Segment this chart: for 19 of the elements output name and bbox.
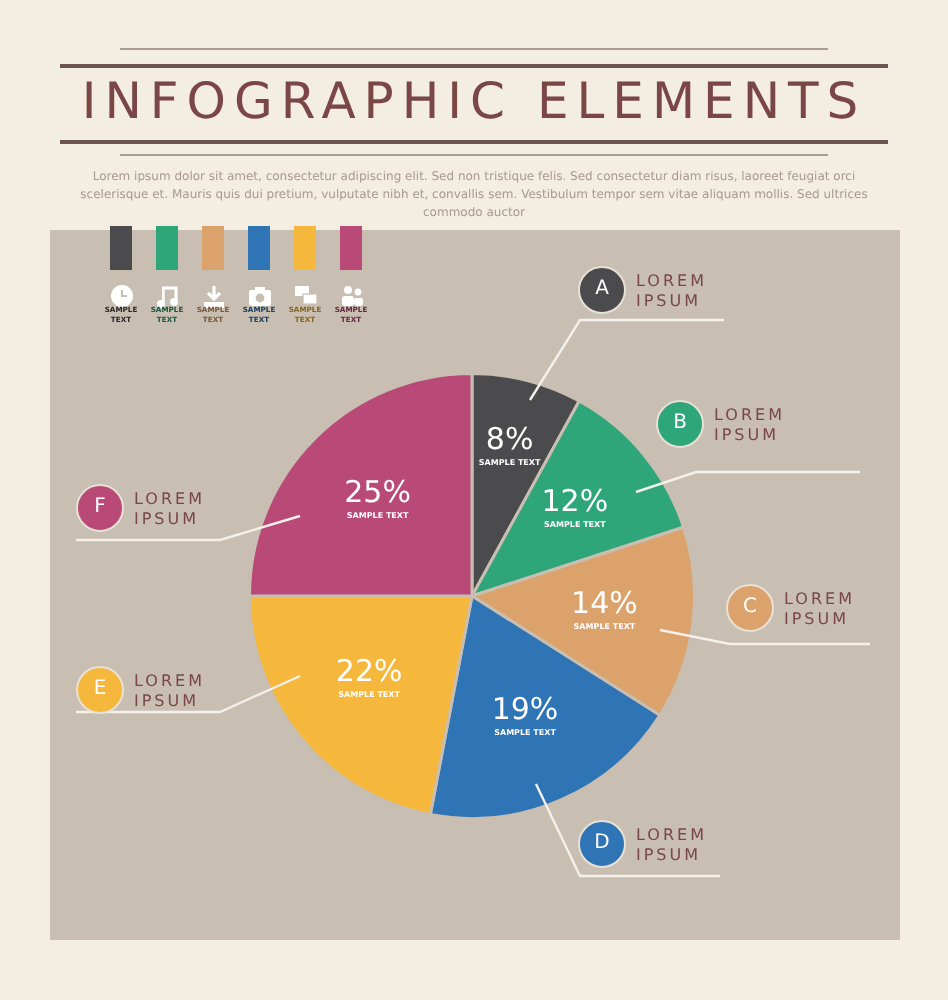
slice-label: B xyxy=(656,400,704,448)
text: LOREM IPSUM xyxy=(134,672,207,712)
data-label: 25% xyxy=(344,473,411,510)
slice-label: D xyxy=(578,820,626,868)
data-label: 12% xyxy=(541,482,609,519)
slice-label: C xyxy=(726,584,774,632)
data-label: 22% xyxy=(335,653,403,690)
data-label: 19% xyxy=(491,690,559,727)
text: LOREM IPSUM xyxy=(636,272,709,312)
data-label: 8% xyxy=(485,421,534,458)
text: LOREM IPSUM xyxy=(134,490,207,530)
text: LOREM IPSUM xyxy=(784,590,857,630)
text: LOREM IPSUM xyxy=(636,826,709,866)
data-label: 14% xyxy=(571,584,638,621)
slice-label: A xyxy=(578,266,626,314)
text: LOREM IPSUM xyxy=(714,406,787,446)
chart-title: INFOGRAPHIC ELEMENTS xyxy=(79,72,869,130)
slice-label: E xyxy=(76,666,124,714)
slice-label: F xyxy=(76,484,124,532)
